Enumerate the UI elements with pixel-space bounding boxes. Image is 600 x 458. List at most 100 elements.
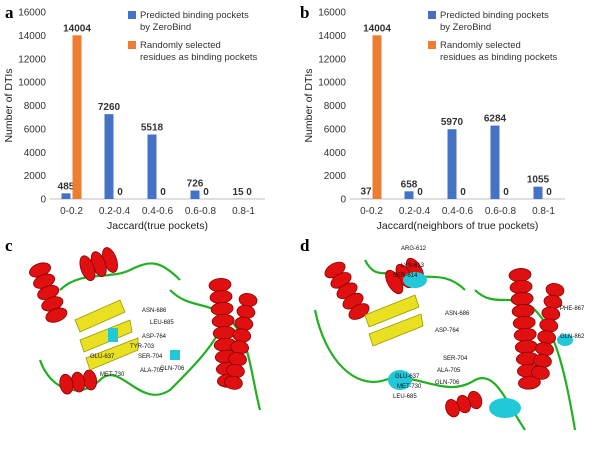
y-tick-label: 10000 (18, 78, 46, 89)
pocket-residue (170, 350, 180, 360)
beta-sheet-1 (364, 294, 420, 328)
helix-turn (348, 303, 370, 320)
x-tick-label: 0.6-0.8 (185, 206, 217, 217)
y-tick-label: 16000 (318, 8, 346, 19)
panel-label-c: c (5, 236, 13, 255)
y-tick-label: 4000 (24, 148, 47, 159)
data-label: 5970 (441, 117, 464, 128)
y-tick-label: 16000 (18, 8, 46, 19)
helix-turn (224, 375, 243, 390)
residue-label: LEU-685 (150, 320, 174, 326)
y-tick-label: 2000 (324, 171, 347, 182)
y-tick-label: 6000 (24, 124, 47, 135)
data-label: 0 (203, 187, 209, 198)
beta-sheet-2 (79, 319, 133, 353)
residue-label: GLU-637 (395, 374, 420, 380)
legend-entry-0: Predicted binding pockets by ZeroBind (140, 10, 249, 33)
data-label: 1055 (527, 175, 550, 186)
helix-turn (518, 375, 541, 390)
residue-label: ALA-705 (437, 368, 461, 374)
residue-label: ASN-686 (142, 308, 167, 314)
data-label: 37 (360, 187, 372, 198)
data-label: 0 (117, 187, 123, 198)
legend-swatch-0 (128, 11, 136, 19)
data-label: 14004 (63, 23, 91, 34)
x-tick-label: 0.4-0.6 (142, 206, 174, 217)
residue-label: MET-730 (100, 372, 125, 378)
data-label: 6284 (484, 114, 507, 125)
helix-right-2 (531, 283, 565, 380)
residue-label: ALA-705 (140, 368, 164, 374)
x-tick-label: 0.4-0.6 (442, 206, 474, 217)
legend-swatch-1 (128, 41, 136, 49)
y-tick-label: 14000 (318, 31, 346, 42)
residue-label: ARG-612 (401, 246, 427, 252)
helix-right-1 (208, 278, 240, 388)
panel-label-b: b (300, 3, 310, 22)
pocket-residue (388, 370, 412, 390)
bar-predicted-0.8-1 (533, 186, 543, 199)
bar-random-0-0.2 (72, 35, 82, 200)
residue-label: GLN-706 (435, 380, 460, 386)
residue-label: LEU-685 (393, 394, 417, 400)
data-label: 5518 (141, 123, 164, 134)
y-tick-label: 12000 (18, 54, 46, 65)
data-label: 0 (417, 187, 423, 198)
data-label: 0 (546, 187, 552, 198)
bar-predicted-0.6-0.8 (190, 190, 200, 199)
helix-right-2 (224, 293, 258, 390)
y-tick-label: 10000 (318, 78, 346, 89)
legend-swatch-0 (428, 11, 436, 19)
y-tick-label: 0 (40, 195, 46, 206)
helix-turn (79, 255, 96, 282)
helix-turn (59, 373, 74, 395)
data-label: 726 (187, 179, 204, 190)
data-label: 0 (246, 187, 252, 198)
pocket-residue (489, 398, 521, 418)
bar-predicted-0.6-0.8 (490, 125, 500, 199)
helix-left (29, 262, 68, 323)
protein-structure-c: ASN-686 ASP-764 TYR-703 SER-704 ALA-705 GLU-6… (29, 247, 262, 411)
structure-d: ARG-612 LYS-613 SER-614 ASN-686 ASP-764 SER-7… (305, 230, 595, 455)
panel-label-d: d (300, 236, 310, 255)
residue-label: LYS-613 (401, 263, 425, 269)
legend-entry-1: Randomly selected residues as binding poc… (140, 40, 257, 63)
bar-random-0-0.2 (372, 35, 382, 200)
chart-a: Number of DTIs 0 2000 4000 6000 8000 10000 1200… (0, 0, 300, 232)
y-tick-label: 0 (340, 195, 346, 206)
data-label: 7260 (98, 102, 121, 113)
panel-label-a: a (5, 3, 14, 22)
helix-left (324, 261, 370, 320)
x-tick-label: 0-0.2 (360, 206, 383, 217)
helix-turn (45, 307, 68, 323)
x-axis-label: Jaccard(true pockets) (107, 220, 208, 232)
pocket-residue (557, 334, 573, 346)
data-label: 658 (401, 179, 418, 190)
y-tick-label: 12000 (318, 54, 346, 65)
data-label: 0 (460, 187, 466, 198)
residue-label: GLN-706 (160, 366, 185, 372)
x-tick-label: 0.8-1 (532, 206, 555, 217)
bar-predicted-0.2-0.4 (404, 191, 414, 199)
x-tick-label: 0-0.2 (60, 206, 83, 217)
beta-sheet-1 (74, 299, 126, 333)
bar-predicted-0.4-0.6 (147, 134, 157, 199)
data-label: 0 (160, 187, 166, 198)
beta-sheet-3 (85, 337, 139, 371)
loop-coil (313, 309, 526, 431)
residue-label: ASP-764 (142, 334, 167, 340)
legend-entry-1: Randomly selected residues as binding poc… (440, 40, 557, 63)
chart-b-svg: Number of DTIs 0 2000 4000 6000 8000 10000 1200… (303, 8, 565, 232)
helix-turn (445, 399, 460, 418)
x-tick-label: 0.2-0.4 (99, 206, 131, 217)
residue-label: SER-704 (138, 354, 163, 360)
pocket-residue (403, 272, 427, 288)
bar-predicted-0.2-0.4 (104, 114, 114, 199)
pocket-residue (108, 328, 118, 342)
helix-turn (385, 269, 404, 295)
structure-c: ASN-686 ASP-764 TYR-703 SER-704 ALA-705 GLU-6… (20, 230, 290, 455)
y-axis-label: Number of DTIs (3, 68, 15, 142)
protein-structure-d: ARG-612 LYS-613 SER-614 ASN-686 ASP-764 SER-7… (313, 246, 585, 431)
bar-predicted-0.4-0.6 (447, 129, 457, 199)
data-label: 0 (503, 187, 509, 198)
